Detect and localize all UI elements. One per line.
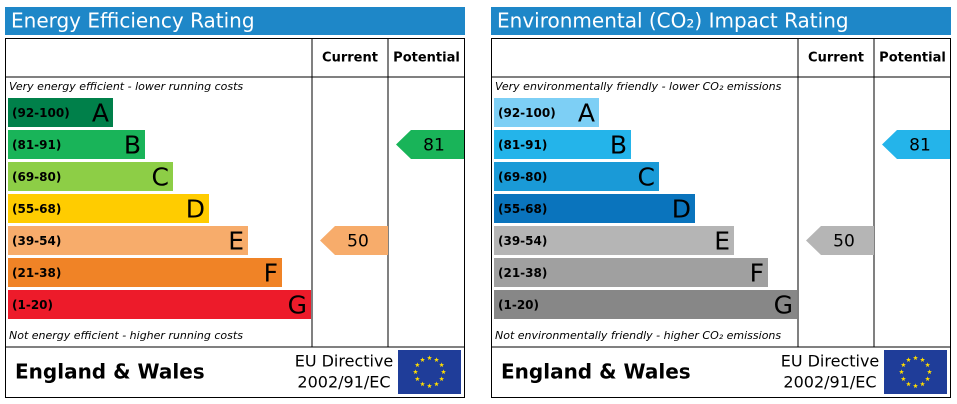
band-letter: F [750, 259, 764, 288]
flag-star [900, 376, 906, 382]
flag-star [434, 381, 439, 387]
rating-band [494, 194, 695, 223]
band-letter: F [264, 259, 278, 288]
panel-frame [491, 38, 951, 398]
band-range: (21-38) [498, 266, 547, 280]
rating-panel: Energy Efficiency Rating Current Potential… [5, 7, 465, 398]
footer-directive: EU Directive [295, 352, 394, 371]
band-letter: G [288, 291, 307, 320]
rating-value: 50 [833, 232, 855, 252]
flag-star [420, 357, 425, 362]
band-letter: C [152, 163, 169, 192]
band-letter: D [186, 195, 205, 224]
column-header: Potential [879, 51, 946, 66]
panel-title: Energy Efficiency Rating [11, 9, 255, 33]
band-range: (1-20) [498, 298, 539, 312]
band-range: (81-91) [498, 138, 547, 152]
flag-star [420, 381, 425, 387]
flag-star [439, 362, 445, 368]
flag-star [441, 369, 446, 375]
rating-arrow [882, 130, 950, 159]
flag-star [427, 355, 432, 361]
flag-star [920, 381, 925, 387]
flag-star [913, 355, 918, 361]
bottom-note: Not environmentally friendly - higher CO… [495, 329, 781, 342]
rating-band [8, 258, 282, 287]
footer-region: England & Wales [501, 360, 691, 384]
title-bar [5, 7, 465, 35]
band-letter: E [228, 227, 244, 256]
rating-arrow [396, 130, 464, 159]
column-header: Potential [393, 51, 460, 66]
band-range: (55-68) [12, 202, 61, 216]
flag-star [899, 369, 904, 375]
band-range: (1-20) [12, 298, 53, 312]
panel-frame [5, 38, 465, 398]
band-range: (39-54) [12, 234, 61, 248]
rating-value: 81 [909, 136, 931, 156]
top-note: Very energy efficient - lower running co… [9, 80, 243, 93]
band-letter: A [92, 99, 109, 128]
rating-band [8, 226, 248, 255]
flag-star [913, 383, 918, 389]
band-range: (69-80) [12, 170, 61, 184]
band-range: (69-80) [498, 170, 547, 184]
band-range: (81-91) [12, 138, 61, 152]
footer-number: 2002/91/EC [783, 373, 876, 392]
rating-arrow [806, 226, 874, 255]
rating-value: 50 [347, 232, 369, 252]
band-letter: A [578, 99, 595, 128]
flag-star [925, 376, 931, 382]
band-range: (39-54) [498, 234, 547, 248]
column-header: Current [808, 51, 864, 66]
rating-band [8, 98, 113, 127]
flag-star [413, 369, 418, 375]
flag-star [434, 357, 439, 362]
flag-star [927, 369, 932, 375]
footer-directive: EU Directive [781, 352, 880, 371]
footer-region: England & Wales [15, 360, 205, 384]
rating-panel: Environmental (CO₂) Impact Rating Current… [491, 7, 951, 398]
rating-band [8, 130, 145, 159]
column-header: Current [322, 51, 378, 66]
band-letter: G [774, 291, 793, 320]
band-range: (21-38) [12, 266, 61, 280]
flag-star [906, 357, 911, 362]
flag-star [906, 381, 911, 387]
bottom-note: Not energy efficient - higher running co… [9, 329, 243, 342]
flag-star [414, 376, 420, 382]
band-letter: B [610, 131, 627, 160]
rating-band [8, 290, 311, 319]
rating-band [494, 258, 768, 287]
rating-value: 81 [423, 136, 445, 156]
rating-band [494, 162, 659, 191]
band-range: (92-100) [498, 106, 556, 120]
flag-star [920, 357, 925, 362]
flag-star [414, 362, 420, 368]
band-range: (92-100) [12, 106, 70, 120]
rating-band [494, 98, 599, 127]
flag-star [427, 383, 432, 389]
rating-band [494, 130, 631, 159]
band-letter: D [672, 195, 691, 224]
rating-band [8, 162, 173, 191]
rating-band [8, 194, 209, 223]
rating-band [494, 226, 734, 255]
band-letter: C [638, 163, 655, 192]
top-note: Very environmentally friendly - lower CO… [495, 80, 782, 93]
band-range: (55-68) [498, 202, 547, 216]
band-letter: B [124, 131, 141, 160]
rating-band [494, 290, 797, 319]
flag-star [439, 376, 445, 382]
panel-title: Environmental (CO₂) Impact Rating [497, 9, 849, 33]
band-letter: E [714, 227, 730, 256]
flag-star [900, 362, 906, 368]
rating-arrow [320, 226, 388, 255]
title-bar [491, 7, 951, 35]
flag-star [925, 362, 931, 368]
footer-number: 2002/91/EC [297, 373, 390, 392]
